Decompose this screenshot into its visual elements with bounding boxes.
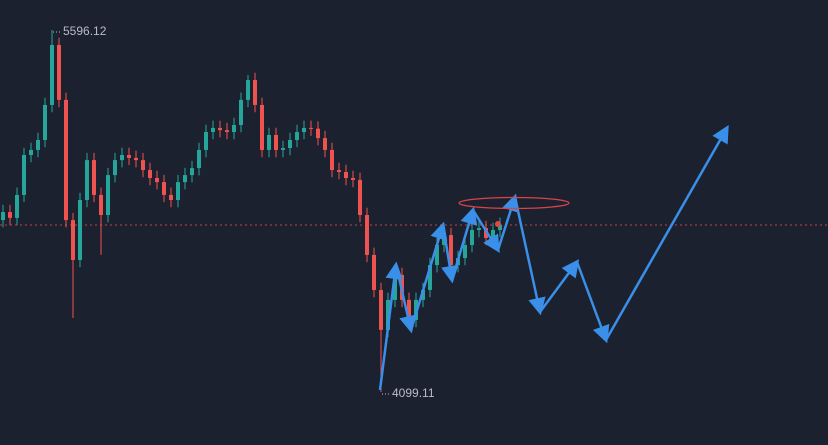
candle-body	[302, 127, 306, 133]
candle-body	[477, 228, 481, 230]
candle-body	[386, 299, 390, 330]
candle-body	[449, 235, 453, 266]
candle-body	[470, 229, 474, 245]
candle-body	[197, 149, 201, 169]
candle-body	[372, 254, 376, 290]
candle-body	[260, 104, 264, 150]
candle-body	[204, 132, 208, 150]
candle-body	[232, 125, 236, 133]
candle-body	[491, 229, 495, 238]
candle-body	[365, 215, 369, 255]
candle-body	[267, 134, 271, 150]
candle-body	[120, 155, 124, 161]
candle-body	[246, 80, 250, 100]
candle-body	[295, 132, 299, 141]
candle-body	[176, 182, 180, 201]
low-label: 4099.11	[392, 386, 435, 400]
candle-body	[85, 160, 89, 201]
candle-body	[71, 220, 75, 260]
resistance-ellipse	[458, 196, 570, 210]
candle-body	[316, 128, 320, 139]
candle-body	[134, 157, 138, 161]
candle-body	[435, 244, 439, 266]
candle-body	[463, 244, 467, 259]
candle-body	[274, 134, 278, 150]
candle-body	[162, 182, 166, 195]
candle-body	[127, 155, 131, 158]
candle-body	[22, 155, 26, 195]
candle-body	[78, 200, 82, 260]
candle-body	[225, 130, 229, 133]
candle-body	[211, 127, 215, 133]
candle-body	[358, 179, 362, 216]
current-price-dot	[495, 221, 501, 227]
candle-body	[169, 194, 173, 201]
candle-body	[190, 168, 194, 176]
candle-body	[113, 160, 117, 176]
candle-body	[148, 170, 152, 178]
candle-body	[323, 138, 327, 150]
candles	[1, 29, 502, 393]
candle-body	[218, 127, 222, 131]
candle-body	[379, 289, 383, 330]
candle-body	[15, 194, 19, 218]
candle-body	[344, 171, 348, 178]
candle-body	[351, 178, 355, 180]
candle-body	[8, 212, 12, 218]
candle-body	[155, 178, 159, 183]
high-label: 5596.12	[63, 24, 107, 38]
candle-body	[407, 299, 411, 320]
candle-body	[106, 175, 110, 216]
candle-body	[330, 149, 334, 171]
candle-body	[50, 44, 54, 105]
candle-body	[393, 274, 397, 300]
candle-body	[428, 265, 432, 290]
candle-body	[43, 104, 47, 141]
candle-body	[99, 194, 103, 216]
candle-body	[421, 289, 425, 300]
candle-body	[36, 140, 40, 150]
candle-body	[92, 160, 96, 195]
projection-arrows	[378, 124, 729, 391]
candle-body	[64, 99, 68, 221]
candle-body	[337, 170, 341, 172]
candle-body	[29, 149, 33, 156]
candle-body	[498, 224, 502, 230]
candle-body	[57, 44, 61, 100]
candle-body	[281, 148, 285, 150]
candle-body	[253, 80, 257, 105]
candle-body	[288, 140, 292, 149]
candle-body	[239, 99, 243, 126]
candle-body	[141, 160, 145, 171]
candle-body	[183, 175, 187, 183]
candle-body	[1, 212, 5, 221]
candle-body	[309, 127, 313, 129]
